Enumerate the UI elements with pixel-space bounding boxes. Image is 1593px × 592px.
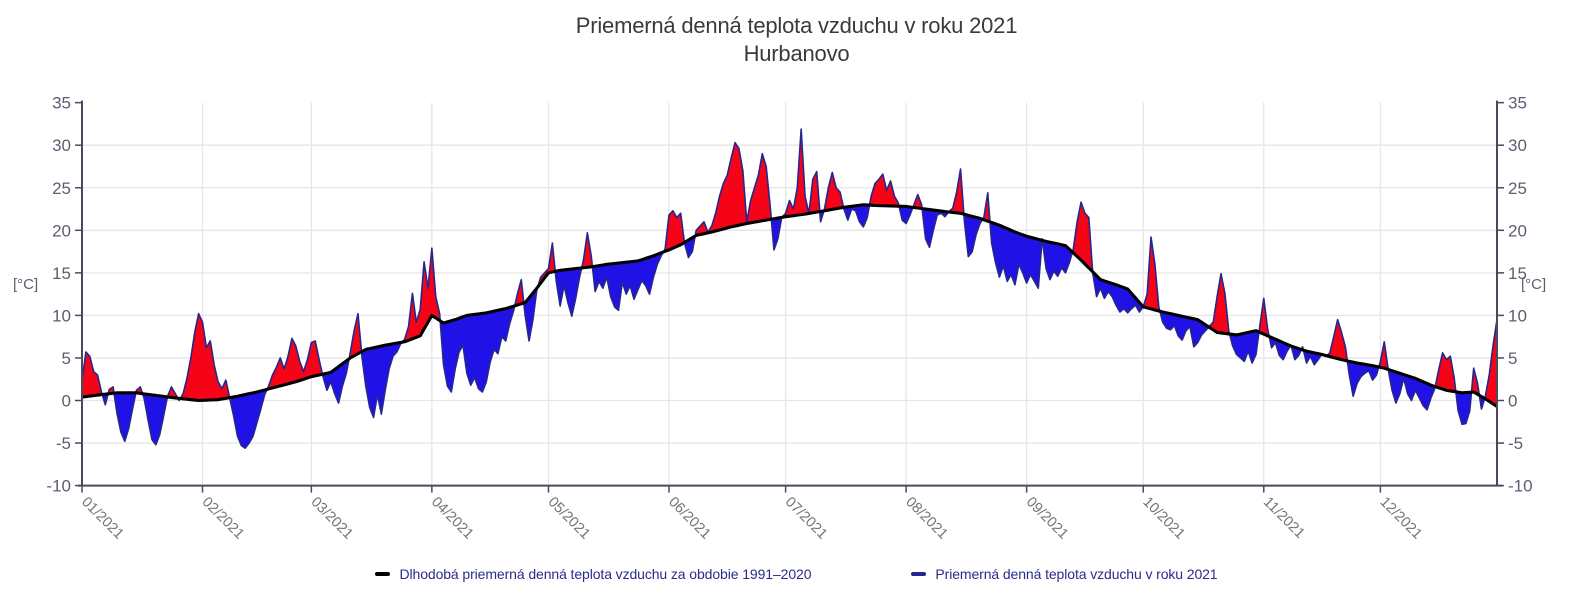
y-tick-label-right: -5 xyxy=(1508,434,1523,453)
y-tick-label-left: 5 xyxy=(62,349,71,368)
x-tick-label-month: 02/2021 xyxy=(199,494,247,542)
x-tick-label-month: 04/2021 xyxy=(428,494,476,542)
y-tick-label-right: 0 xyxy=(1508,392,1517,411)
y-tick-label-left: 10 xyxy=(52,306,71,325)
y-tick-label-left: 20 xyxy=(52,221,71,240)
tick-labels: 35 35 30 30 25 25 20 20 15 15 10 10 5 5 0 0 -5 -5 -10 -10 01… xyxy=(46,94,1532,543)
legend-entry-2021: Priemerná denná teplota vzduchu v roku 2… xyxy=(911,566,1218,582)
y-tick-label-left: 25 xyxy=(52,179,71,198)
legend-label-normal: Dlhodobá priemerná denná teplota vzduchu… xyxy=(399,566,812,582)
axes xyxy=(78,100,1502,487)
grid-lines xyxy=(82,102,1497,486)
y-tick-label-right: 30 xyxy=(1508,136,1527,155)
legend-entry-normal: Dlhodobá priemerná denná teplota vzduchu… xyxy=(375,566,811,582)
x-tick-label-month: 08/2021 xyxy=(902,494,950,542)
y-tick-label-left: 15 xyxy=(52,264,71,283)
x-tick-label-month: 12/2021 xyxy=(1377,494,1425,542)
y-tick-label-right: 15 xyxy=(1508,264,1527,283)
legend-marker-2021-line-icon xyxy=(911,572,927,576)
chart-title: Priemerná denná teplota vzduchu v roku 2… xyxy=(575,13,1018,38)
y-tick-label-right: 25 xyxy=(1508,179,1527,198)
chart-legend: Dlhodobá priemerná denná teplota vzduchu… xyxy=(0,566,1593,582)
chart-header: Priemerná denná teplota vzduchu v roku 2… xyxy=(0,12,1593,68)
y-tick-label-right: 5 xyxy=(1508,349,1517,368)
y-tick-label-right: 20 xyxy=(1508,221,1527,240)
y-tick-label-right: -10 xyxy=(1508,477,1533,496)
y-tick-label-right: 10 xyxy=(1508,306,1527,325)
x-tick-label-month: 01/2021 xyxy=(78,494,126,542)
y-axis-unit-left: [°C] xyxy=(13,276,39,293)
y-tick-label-left: -5 xyxy=(56,434,71,453)
x-tick-label-month: 09/2021 xyxy=(1023,494,1071,542)
x-tick-label-month: 11/2021 xyxy=(1260,494,1308,542)
x-tick-label-month: 06/2021 xyxy=(665,494,713,542)
tick-marks xyxy=(75,101,1504,493)
y-axis-unit-right: [°C] xyxy=(1521,276,1547,293)
x-tick-label-month: 10/2021 xyxy=(1139,494,1187,542)
x-tick-label-month: 07/2021 xyxy=(782,494,830,542)
legend-label-2021: Priemerná denná teplota vzduchu v roku 2… xyxy=(935,566,1218,582)
y-tick-label-left: 35 xyxy=(52,94,71,113)
y-tick-label-right: 35 xyxy=(1508,94,1527,113)
x-tick-label-month: 05/2021 xyxy=(545,494,593,542)
line-daily-mean-2021 xyxy=(81,128,1498,449)
y-tick-label-left: -10 xyxy=(46,477,71,496)
y-tick-label-left: 0 xyxy=(62,392,71,411)
y-tick-label-left: 30 xyxy=(52,136,71,155)
legend-marker-normal-line-icon xyxy=(375,572,391,576)
line-climate-normal xyxy=(81,203,1498,408)
x-tick-label-month: 03/2021 xyxy=(308,494,356,542)
chart-subtitle: Hurbanovo xyxy=(743,41,850,66)
